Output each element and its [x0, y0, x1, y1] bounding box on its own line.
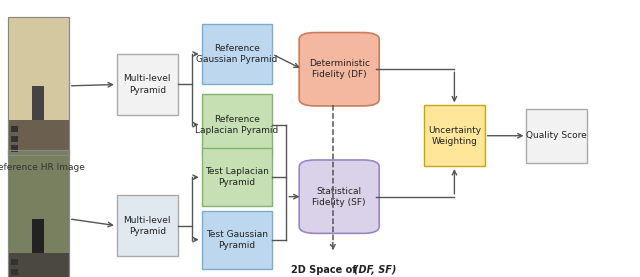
Bar — [32, 219, 45, 253]
Bar — [8, 150, 69, 277]
Bar — [8, 17, 69, 155]
Text: (DF, SF): (DF, SF) — [354, 265, 396, 275]
Bar — [8, 17, 69, 155]
Text: Uncertainty
Weighting: Uncertainty Weighting — [428, 126, 481, 146]
Text: Multi-level
Pyramid: Multi-level Pyramid — [124, 216, 171, 236]
Bar — [424, 105, 485, 166]
FancyBboxPatch shape — [300, 160, 380, 233]
Text: Test Gaussian
Pyramid: Test Gaussian Pyramid — [206, 230, 268, 250]
Bar — [8, 17, 69, 120]
Bar — [116, 54, 177, 115]
Bar — [116, 195, 177, 256]
Text: Test Laplacian
Pyramid: Test Laplacian Pyramid — [205, 167, 269, 187]
Text: 2D Space of: 2D Space of — [291, 265, 360, 275]
Bar — [8, 150, 69, 277]
Bar — [11, 145, 19, 152]
Text: Quality Score: Quality Score — [527, 131, 587, 140]
Text: Deterministic
Fidelity (DF): Deterministic Fidelity (DF) — [308, 59, 370, 79]
Bar — [202, 211, 272, 269]
Text: Reference
Laplacian Pyramid: Reference Laplacian Pyramid — [195, 115, 278, 135]
FancyBboxPatch shape — [300, 32, 380, 106]
Text: Multi-level
Pyramid: Multi-level Pyramid — [124, 75, 171, 94]
Bar — [32, 86, 45, 120]
Bar — [11, 126, 19, 132]
Bar — [526, 109, 588, 163]
Text: Statistical
Fidelity (SF): Statistical Fidelity (SF) — [312, 187, 366, 207]
Bar — [11, 136, 19, 142]
Bar — [8, 150, 69, 253]
Bar — [202, 24, 272, 84]
Bar — [8, 253, 69, 277]
Bar — [11, 259, 19, 265]
Bar — [8, 120, 69, 155]
Text: Reference HR Image: Reference HR Image — [0, 163, 85, 172]
Bar — [202, 148, 272, 206]
Bar — [11, 269, 19, 275]
Bar — [202, 94, 272, 155]
Text: Reference
Gaussian Pyramid: Reference Gaussian Pyramid — [196, 44, 278, 64]
